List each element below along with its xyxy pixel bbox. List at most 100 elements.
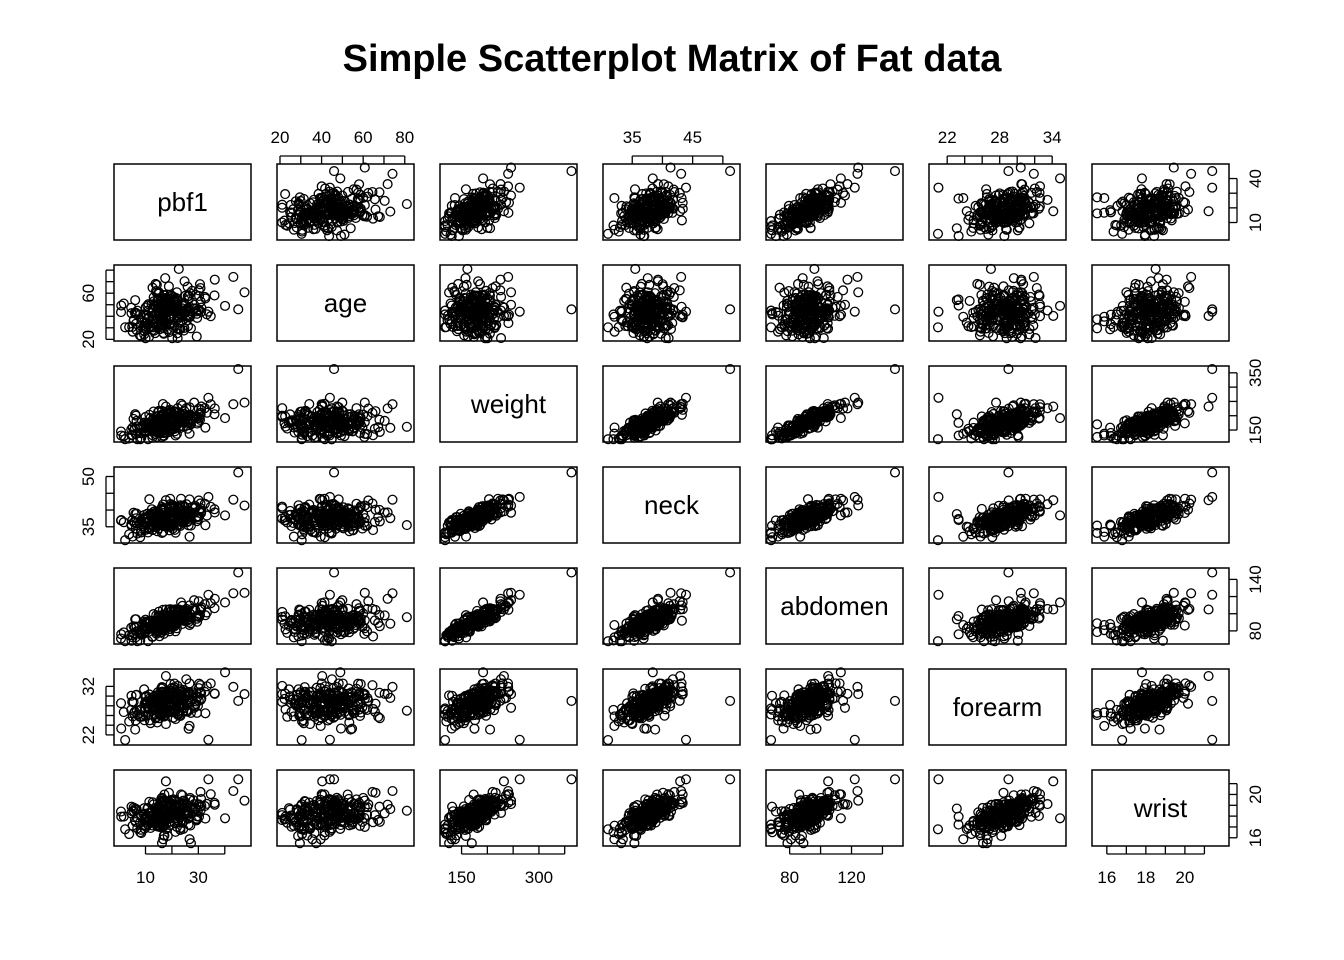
- data-point: [1055, 413, 1066, 424]
- data-point: [1042, 305, 1053, 316]
- data-point: [986, 194, 997, 205]
- data-point: [239, 500, 250, 511]
- data-point: [233, 467, 244, 478]
- data-point: [853, 162, 864, 173]
- data-point: [766, 225, 778, 236]
- data-point: [648, 209, 659, 220]
- data-point: [382, 179, 393, 190]
- data-point: [1020, 197, 1031, 208]
- data-point: [447, 225, 458, 236]
- data-point: [795, 193, 806, 204]
- data-point: [491, 209, 502, 221]
- data-point: [651, 194, 662, 205]
- data-point: [220, 510, 231, 521]
- panel-frame: [928, 163, 1067, 241]
- data-point: [631, 225, 642, 236]
- data-point: [998, 201, 1009, 212]
- panel-pbf1-vs-neck: [602, 162, 741, 242]
- data-point: [991, 397, 1002, 408]
- data-point: [621, 217, 633, 228]
- panel-frame: [765, 163, 904, 241]
- data-point: [933, 306, 944, 317]
- data-point: [802, 200, 813, 211]
- data-point: [464, 216, 475, 227]
- panel-weight-vs-abdomen: [765, 364, 904, 445]
- data-point: [933, 182, 944, 193]
- data-point: [665, 162, 676, 173]
- data-point: [239, 397, 250, 408]
- data-point: [503, 207, 514, 218]
- data-point: [315, 194, 326, 205]
- data-point: [674, 187, 685, 199]
- data-point: [457, 225, 468, 236]
- panel-pbf1-vs-forearm: [928, 162, 1067, 242]
- data-point: [653, 200, 664, 211]
- data-point: [506, 162, 517, 173]
- data-point: [1003, 214, 1015, 225]
- data-point: [853, 287, 864, 298]
- data-point: [812, 204, 823, 215]
- data-point: [1186, 168, 1197, 179]
- data-point: [295, 217, 306, 228]
- panel-frame: [1091, 163, 1230, 241]
- panel-weight-vs-neck: [602, 364, 741, 445]
- data-point: [566, 304, 577, 315]
- data-point: [779, 207, 790, 218]
- data-point: [329, 166, 340, 177]
- data-point: [1055, 173, 1066, 184]
- data-point: [455, 204, 466, 215]
- data-point: [647, 183, 658, 194]
- panel-age-vs-wrist: [1091, 263, 1230, 344]
- data-point: [822, 189, 833, 201]
- data-point: [320, 183, 331, 194]
- data-point: [958, 193, 969, 204]
- panel-frame: [602, 163, 741, 241]
- data-point: [228, 399, 239, 410]
- data-point: [852, 271, 863, 282]
- data-point: [514, 182, 525, 193]
- data-point: [228, 271, 239, 282]
- data-point: [1108, 226, 1119, 237]
- data-point: [503, 197, 515, 208]
- data-point: [1092, 419, 1103, 430]
- data-point: [447, 213, 458, 224]
- panel-age-vs-neck: [602, 263, 741, 344]
- data-point: [819, 209, 830, 221]
- data-point: [200, 422, 211, 433]
- data-point: [324, 209, 335, 220]
- panel-pbf1-vs-weight: [439, 162, 578, 242]
- data-point: [774, 213, 785, 224]
- data-point: [566, 166, 577, 177]
- data-point: [503, 271, 514, 282]
- data-point: [849, 306, 860, 317]
- data-point: [852, 168, 863, 179]
- data-point: [478, 173, 489, 184]
- panel-age-vs-age: age: [276, 264, 415, 342]
- data-point: [767, 220, 778, 231]
- panel-frame: [276, 163, 415, 241]
- data-point: [184, 531, 195, 542]
- data-point: [300, 216, 312, 227]
- data-point: [277, 202, 288, 213]
- data-point: [964, 295, 975, 306]
- data-point: [506, 287, 517, 298]
- data-point: [288, 531, 299, 542]
- data-point: [354, 179, 365, 190]
- data-point: [1203, 401, 1214, 412]
- panel-age-vs-abdomen: [765, 263, 904, 344]
- data-point: [503, 168, 514, 179]
- panel-pbf1-vs-wrist: [1091, 162, 1230, 242]
- data-point: [324, 182, 335, 193]
- data-point: [787, 204, 798, 215]
- data-point: [953, 230, 964, 242]
- data-point: [783, 222, 794, 233]
- data-point: [220, 413, 231, 424]
- data-point: [1203, 206, 1214, 217]
- data-point: [464, 209, 475, 220]
- data-point: [476, 200, 487, 211]
- data-point: [462, 199, 473, 210]
- data-point: [474, 279, 486, 290]
- data-point: [308, 194, 319, 205]
- panel-pbf1-vs-age: [276, 162, 415, 242]
